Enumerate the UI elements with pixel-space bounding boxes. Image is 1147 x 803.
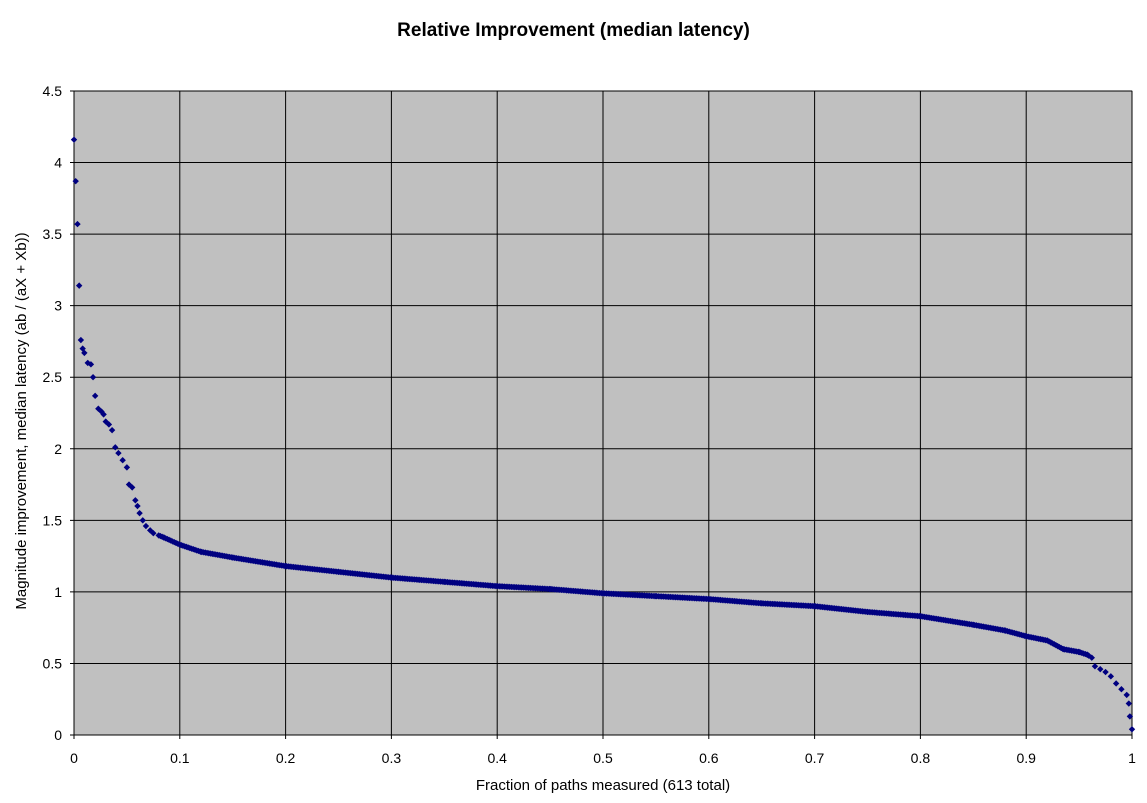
- y-tick-label: 2: [54, 441, 62, 457]
- y-tick-label: 1: [54, 584, 62, 600]
- data-point: [1126, 713, 1134, 720]
- data-point: [1123, 691, 1130, 699]
- data-point: [108, 426, 116, 434]
- data-point: [1125, 700, 1133, 707]
- x-tick-label: 0.9: [1016, 750, 1036, 766]
- data-point: [1088, 654, 1095, 661]
- x-tick-label: 0.2: [276, 750, 296, 766]
- y-tick-labels: 0 0.5 1 1.5 2 2.5 3 3.5 4 4.5: [43, 83, 63, 743]
- data-point: [1097, 665, 1104, 673]
- y-tick-label: 4.5: [43, 83, 63, 99]
- data-point: [112, 444, 119, 451]
- data-point: [1102, 668, 1109, 676]
- x-tick-label: 0.7: [805, 750, 825, 766]
- x-tick-label: 0.6: [699, 750, 719, 766]
- data-point: [91, 392, 99, 400]
- y-tick-label: 1.5: [43, 512, 63, 528]
- data-point: [75, 282, 83, 289]
- grid-lines: [70, 90, 1133, 739]
- data-point: [70, 136, 78, 143]
- data-point: [72, 177, 79, 185]
- data-point: [136, 509, 143, 517]
- data-point: [1107, 673, 1115, 680]
- data-point: [1118, 686, 1125, 693]
- data-point: [84, 359, 91, 367]
- x-tick-label: 0.3: [382, 750, 402, 766]
- data-point: [142, 522, 150, 530]
- data-point: [139, 517, 146, 524]
- x-tick-labels: 0 0.1 0.2 0.3 0.4 0.5 0.6 0.7 0.8 0.9 1: [70, 750, 1136, 766]
- chart-title: Relative Improvement (median latency): [397, 20, 750, 41]
- y-tick-label: 0.5: [43, 655, 63, 671]
- data-point: [89, 374, 97, 381]
- y-tick-label: 3.5: [43, 226, 63, 242]
- data-point: [87, 361, 95, 368]
- data-point: [1085, 652, 1092, 659]
- data-points: [70, 136, 1136, 733]
- x-tick-label: 0.5: [593, 750, 613, 766]
- x-tick-label: 0: [70, 750, 78, 766]
- x-tick-label: 0.8: [911, 750, 931, 766]
- data-point: [1091, 663, 1099, 670]
- y-tick-label: 4: [54, 155, 62, 171]
- x-tick-label: 0.1: [170, 750, 190, 766]
- x-tick-label: 0.4: [487, 750, 507, 766]
- data-point: [1128, 726, 1136, 733]
- y-tick-label: 3: [54, 298, 62, 314]
- data-point: [115, 449, 122, 457]
- data-point: [150, 530, 157, 537]
- y-tick-label: 2.5: [43, 369, 63, 385]
- data-point: [1112, 680, 1120, 687]
- y-tick-label: 0: [54, 727, 62, 743]
- data-point: [134, 502, 141, 510]
- data-point: [119, 457, 126, 464]
- data-point: [128, 484, 136, 491]
- data-point: [123, 464, 131, 471]
- data-point: [81, 349, 88, 357]
- data-point: [105, 421, 113, 428]
- data-point: [132, 497, 139, 504]
- data-point: [77, 336, 85, 344]
- x-axis-label: Fraction of paths measured (613 total): [475, 777, 731, 794]
- data-point: [100, 411, 107, 418]
- data-point: [74, 220, 81, 228]
- x-tick-label: 1: [1128, 750, 1136, 766]
